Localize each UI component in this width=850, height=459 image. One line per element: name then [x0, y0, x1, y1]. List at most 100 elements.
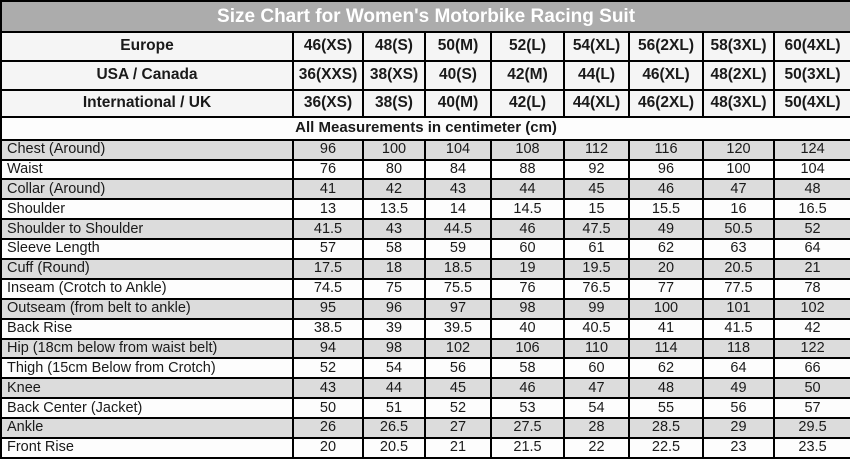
measure-cell: 20.5	[702, 257, 775, 280]
measure-cell: 77.5	[702, 277, 775, 300]
measure-cell: 84	[424, 158, 492, 181]
measure-cell: 59	[424, 238, 492, 260]
measure-cell: 96	[628, 158, 704, 181]
measure-cell: 42	[772, 317, 850, 340]
size-rows: Europe 46(XS) 48(S) 50(M) 52(L) 54(XL) 56(2XL)…	[0, 31, 850, 118]
measure-label: Collar (Around)	[0, 178, 294, 201]
measure-label: Shoulder	[0, 198, 294, 221]
measure-label: Sleeve Length	[0, 238, 294, 260]
measure-cell: 76	[292, 158, 364, 181]
measure-cell: 48	[772, 178, 850, 201]
measure-cell: 101	[702, 297, 775, 320]
measure-cell: 96	[362, 297, 426, 320]
measure-cell: 80	[362, 158, 426, 181]
measure-row: Knee 43 44 45 46 47 48 49 50	[0, 377, 850, 400]
measure-cell: 78	[772, 277, 850, 300]
size-cell: 52(L)	[490, 31, 565, 63]
measure-cell: 28.5	[628, 417, 704, 439]
measure-cell: 23	[702, 437, 775, 459]
measure-label: Outseam (from belt to ankle)	[0, 297, 294, 320]
title-section: Size Chart for Women's Motorbike Racing …	[0, 0, 850, 34]
size-cell: 50(3XL)	[772, 60, 850, 91]
measure-cell: 104	[424, 138, 492, 161]
measure-cell: 92	[563, 158, 630, 181]
measure-row: Shoulder to Shoulder 41.5 43 44.5 46 47.5 49 50…	[0, 218, 850, 241]
measure-row: Shoulder 13 13.5 14 14.5 15 15.5 16 16.5	[0, 198, 850, 221]
measure-label: Hip (18cm below from waist belt)	[0, 337, 294, 360]
size-cell: 46(2XL)	[628, 88, 704, 118]
measure-cell: 21	[772, 257, 850, 280]
measurement-unit-note: All Measurements in centimeter (cm)	[0, 115, 850, 141]
measure-cell: 22.5	[628, 437, 704, 459]
measure-cell: 116	[628, 138, 704, 161]
measure-cell: 56	[424, 357, 492, 380]
size-cell: 46(XS)	[292, 31, 364, 63]
measure-cell: 13	[292, 198, 364, 221]
measure-cell: 41.5	[702, 317, 775, 340]
measure-row: Front Rise 20 20.5 21 21.5 22 22.5 23 23.5	[0, 437, 850, 459]
measure-cell: 27	[424, 417, 492, 439]
measure-cell: 57	[772, 397, 850, 420]
measure-cell: 46	[628, 178, 704, 201]
size-cell: 38(S)	[362, 88, 426, 118]
measure-row: Back Rise 38.5 39 39.5 40 40.5 41 41.5 42	[0, 317, 850, 340]
measure-cell: 44	[362, 377, 426, 400]
measure-cell: 55	[628, 397, 704, 420]
measure-cell: 38.5	[292, 317, 364, 340]
measure-cell: 49	[702, 377, 775, 400]
measure-cell: 43	[292, 377, 364, 400]
measure-cell: 45	[424, 377, 492, 400]
measure-cell: 39.5	[424, 317, 492, 340]
measure-label: Cuff (Round)	[0, 257, 294, 280]
measure-cell: 16	[702, 198, 775, 221]
size-cell: 50(M)	[424, 31, 492, 63]
measure-cell: 58	[362, 238, 426, 260]
measure-cell: 43	[424, 178, 492, 201]
measure-cell: 21	[424, 437, 492, 459]
size-cell: 60(4XL)	[772, 31, 850, 63]
measure-cell: 95	[292, 297, 364, 320]
measure-cell: 47	[563, 377, 630, 400]
measure-row: Chest (Around) 96 100 104 108 112 116 120 124	[0, 138, 850, 161]
measure-cell: 51	[362, 397, 426, 420]
measure-cell: 26.5	[362, 417, 426, 439]
measure-cell: 49	[628, 218, 704, 241]
measure-cell: 15.5	[628, 198, 704, 221]
measure-cell: 28	[563, 417, 630, 439]
measure-cell: 98	[362, 337, 426, 360]
measure-label: Front Rise	[0, 437, 294, 459]
measure-cell: 46	[490, 218, 565, 241]
measure-cell: 98	[490, 297, 565, 320]
measure-cell: 19.5	[563, 257, 630, 280]
measure-label: Waist	[0, 158, 294, 181]
measure-cell: 60	[490, 238, 565, 260]
size-cell: 36(XXS)	[292, 60, 364, 91]
measure-label: Back Center (Jacket)	[0, 397, 294, 420]
size-row: Europe 46(XS) 48(S) 50(M) 52(L) 54(XL) 56(2XL)…	[0, 31, 850, 63]
measure-cell: 122	[772, 337, 850, 360]
measure-row: Hip (18cm below from waist belt) 94 98 102 1…	[0, 337, 850, 360]
measure-cell: 20.5	[362, 437, 426, 459]
size-cell: 48(3XL)	[702, 88, 775, 118]
size-row: International / UK 36(XS) 38(S) 40(M) 42(L) 4…	[0, 88, 850, 118]
measure-cell: 97	[424, 297, 492, 320]
measure-cell: 14	[424, 198, 492, 221]
measure-cell: 16.5	[772, 198, 850, 221]
measure-cell: 124	[772, 138, 850, 161]
measure-cell: 96	[292, 138, 364, 161]
measure-cell: 75.5	[424, 277, 492, 300]
measure-cell: 77	[628, 277, 704, 300]
measure-cell: 41.5	[292, 218, 364, 241]
measure-row: Waist 76 80 84 88 92 96 100 104	[0, 158, 850, 181]
measure-rows: Chest (Around) 96 100 104 108 112 116 120 124 Wai…	[0, 138, 850, 459]
measure-cell: 102	[772, 297, 850, 320]
measure-cell: 39	[362, 317, 426, 340]
measure-cell: 108	[490, 138, 565, 161]
measure-cell: 64	[702, 357, 775, 380]
measure-cell: 57	[292, 238, 364, 260]
measure-cell: 48	[628, 377, 704, 400]
measure-cell: 54	[362, 357, 426, 380]
measure-row: Back Center (Jacket) 50 51 52 53 54 55 56 57	[0, 397, 850, 420]
